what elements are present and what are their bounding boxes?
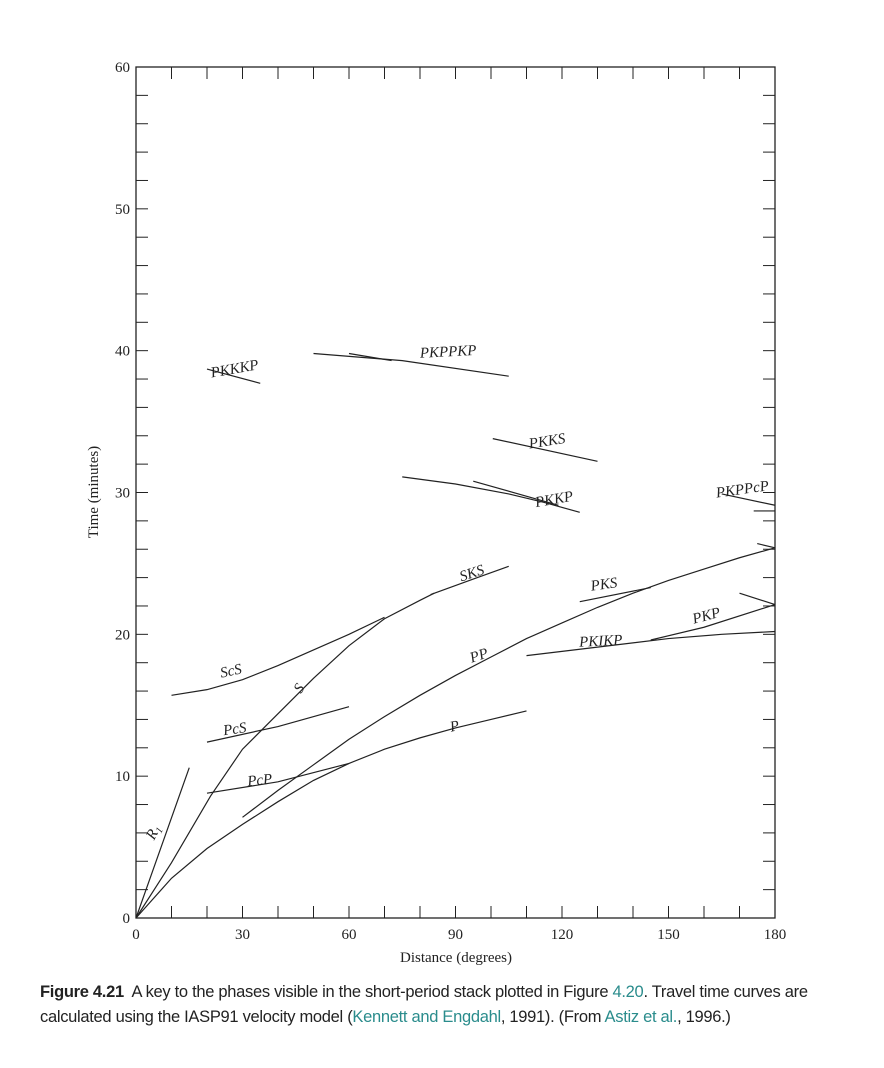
phase-label-pcs: PcS	[221, 720, 248, 739]
curve-pkkp-branch	[473, 480, 559, 506]
reference-link[interactable]: Kennett and Engdahl	[352, 1008, 501, 1026]
curves	[135, 352, 776, 919]
y-tick-label: 50	[115, 202, 130, 218]
x-tick-label: 30	[235, 927, 250, 943]
curve-p	[135, 710, 527, 919]
caption-text: , 1991). (From	[500, 1008, 605, 1026]
x-tick-label: 150	[657, 927, 680, 943]
x-tick-label: 60	[342, 927, 357, 943]
curve-pkp	[650, 603, 776, 641]
curve-pkppkp	[313, 352, 509, 377]
phase-label-r1: R1	[143, 822, 166, 844]
y-tick-label: 60	[115, 60, 130, 76]
curve-s	[135, 592, 435, 919]
phase-label-pkkp: PKKP	[533, 489, 575, 512]
y-tick-label: 10	[115, 769, 130, 785]
caption-text: , 1996.)	[677, 1008, 731, 1026]
curve-pkks	[492, 438, 598, 462]
curve-sks	[430, 565, 509, 596]
curve-pkikp	[526, 630, 776, 657]
phase-labels: R1 P S SKS PP ScS PcS PcP PKIKP PKP PKS PKKP PKKS PKP…	[143, 343, 770, 844]
axes: 0 30 60 90 120 150 180 0 10 20 30 40 50 60	[115, 60, 786, 943]
curve-scs	[171, 616, 385, 696]
y-tick-label: 40	[115, 344, 130, 360]
figure-caption: Figure 4.21 A key to the phases visible …	[40, 980, 820, 1030]
curve-pp-branch	[757, 542, 776, 549]
phase-label-pkikp: PKIKP	[578, 633, 623, 651]
y-tick-label: 20	[115, 627, 130, 643]
x-tick-label: 180	[764, 927, 787, 943]
phase-label-pkp: PKP	[690, 605, 722, 628]
caption-text: A key to the phases visible in the short…	[131, 983, 613, 1001]
curve-pcp	[206, 762, 350, 794]
phase-label-pp: PP	[467, 646, 490, 667]
x-axis-title: Distance (degrees)	[400, 950, 512, 966]
phase-label-pks: PKS	[589, 575, 619, 595]
phase-label-scs: ScS	[219, 661, 244, 681]
plot-frame	[135, 66, 776, 919]
phase-label-pcp: PcP	[246, 771, 274, 790]
caption-text: . Travel time curves are calculated usin…	[40, 983, 808, 1026]
curve-r1	[135, 767, 190, 919]
curve-pkppcp	[721, 493, 776, 506]
curve-pkppkp-branch	[348, 352, 392, 362]
curve-pcs	[206, 706, 350, 743]
x-tick-label: 120	[551, 927, 574, 943]
curve-pks	[579, 586, 651, 603]
figure-link[interactable]: 4.20	[612, 983, 644, 1001]
phase-label-sks: SKS	[458, 562, 487, 585]
y-tick-label: 0	[123, 911, 131, 927]
y-tick-label: 30	[115, 486, 130, 502]
subscript: 1	[154, 826, 166, 836]
phase-label-pkppcp: PKPPcP	[714, 478, 770, 501]
curve-pkkkp	[206, 368, 261, 384]
phase-label-pkkkp: PKKKP	[209, 357, 260, 381]
figure-label: Figure 4.21	[40, 983, 124, 1001]
y-axis-title: Time (minutes)	[86, 446, 102, 538]
phase-label-pkks: PKKS	[527, 431, 567, 453]
phase-label-pkppkp: PKPPKP	[418, 343, 476, 362]
x-tick-label: 0	[132, 927, 140, 943]
phase-label-p: P	[448, 718, 461, 736]
curve-pkkp	[402, 476, 580, 513]
reference-link[interactable]: Astiz et al.	[604, 1008, 678, 1026]
phase-label-s: S	[291, 681, 309, 697]
curve-pp	[242, 547, 776, 818]
curve-pkp-branch	[739, 592, 776, 606]
x-tick-label: 90	[448, 927, 463, 943]
